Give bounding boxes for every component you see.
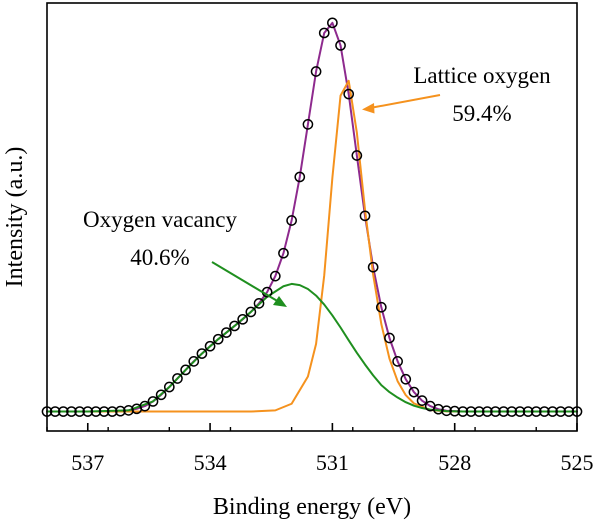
x-axis-ticks: 537 534 531 528 525 — [46, 423, 594, 475]
data-point — [82, 406, 94, 417]
data-point — [106, 406, 118, 417]
x-tick-label: 537 — [71, 450, 104, 475]
data-point — [481, 406, 493, 417]
data-point — [163, 381, 175, 393]
data-point — [555, 406, 567, 417]
data-point — [359, 210, 371, 222]
data-point — [490, 406, 501, 417]
data-point — [310, 66, 322, 77]
data-point — [563, 406, 575, 417]
x-tick-label: 531 — [316, 450, 349, 475]
data-point — [465, 406, 477, 417]
annotation-lattice-arrowhead — [362, 103, 375, 114]
data-point — [367, 261, 379, 273]
data-point — [392, 356, 403, 367]
data-point — [530, 406, 542, 417]
data-point — [212, 333, 224, 345]
data-point — [547, 406, 558, 417]
data-point — [400, 373, 412, 385]
data-point — [221, 327, 232, 338]
data-point — [457, 406, 469, 417]
data-point — [351, 150, 363, 161]
data-point — [416, 395, 428, 406]
data-point — [375, 301, 387, 313]
y-axis-title: Intensity (a.u.) — [2, 147, 28, 288]
data-point — [253, 298, 265, 309]
data-point — [115, 405, 126, 417]
data-point — [172, 373, 183, 384]
data-point — [302, 119, 314, 130]
data-point — [473, 406, 485, 417]
data-point — [269, 270, 281, 282]
x-tick-label: 534 — [194, 450, 227, 475]
annotation-vacancy-label: Oxygen vacancy — [83, 207, 237, 232]
data-point — [318, 27, 330, 39]
data-point — [294, 171, 306, 183]
data-point — [286, 215, 297, 226]
data-point — [278, 247, 289, 259]
data-point — [123, 405, 134, 416]
data-point — [506, 406, 518, 417]
data-point — [327, 17, 338, 29]
data-point — [98, 406, 110, 417]
data-point — [139, 400, 151, 412]
data-point — [188, 356, 200, 367]
data-point — [498, 406, 509, 417]
data-point — [90, 406, 102, 417]
x-axis-title: Binding energy (eV) — [213, 494, 411, 520]
series-line-component — [46, 282, 578, 413]
data-point — [196, 348, 208, 359]
data-point — [49, 406, 61, 417]
data-point — [433, 403, 444, 415]
data-point — [180, 364, 191, 376]
annotation-lattice-arrow — [369, 94, 441, 109]
data-point — [74, 406, 85, 417]
data-point — [66, 406, 77, 417]
annotation-vacancy-percent: 40.6% — [130, 245, 189, 270]
data-point — [514, 406, 526, 417]
annotation-lattice-label: Lattice oxygen — [413, 63, 551, 88]
data-point — [408, 386, 420, 398]
plot-frame — [46, 2, 578, 432]
data-point — [335, 40, 346, 51]
x-tick-label: 525 — [561, 450, 594, 475]
data-point — [449, 405, 461, 417]
data-point — [237, 313, 249, 325]
data-point — [522, 406, 534, 417]
data-point — [147, 396, 159, 407]
annotation-vacancy-arrow — [211, 261, 280, 303]
x-tick-label: 528 — [438, 450, 471, 475]
series-line-component — [46, 79, 578, 413]
data-point — [384, 332, 395, 344]
data-point — [343, 88, 355, 100]
annotation-lattice-oxygen: Lattice oxygen 59.4% — [362, 63, 551, 126]
annotation-oxygen-vacancy: Oxygen vacancy 40.6% — [83, 207, 287, 307]
annotation-lattice-percent: 59.4% — [452, 101, 511, 126]
plot-data — [41, 17, 583, 417]
data-point — [57, 406, 69, 417]
data-point — [204, 340, 216, 352]
annotation-vacancy-arrowhead — [273, 296, 287, 307]
data-point — [245, 306, 257, 318]
data-point — [229, 320, 240, 332]
data-point — [539, 406, 550, 417]
data-point — [155, 389, 167, 401]
data-point — [441, 405, 452, 417]
